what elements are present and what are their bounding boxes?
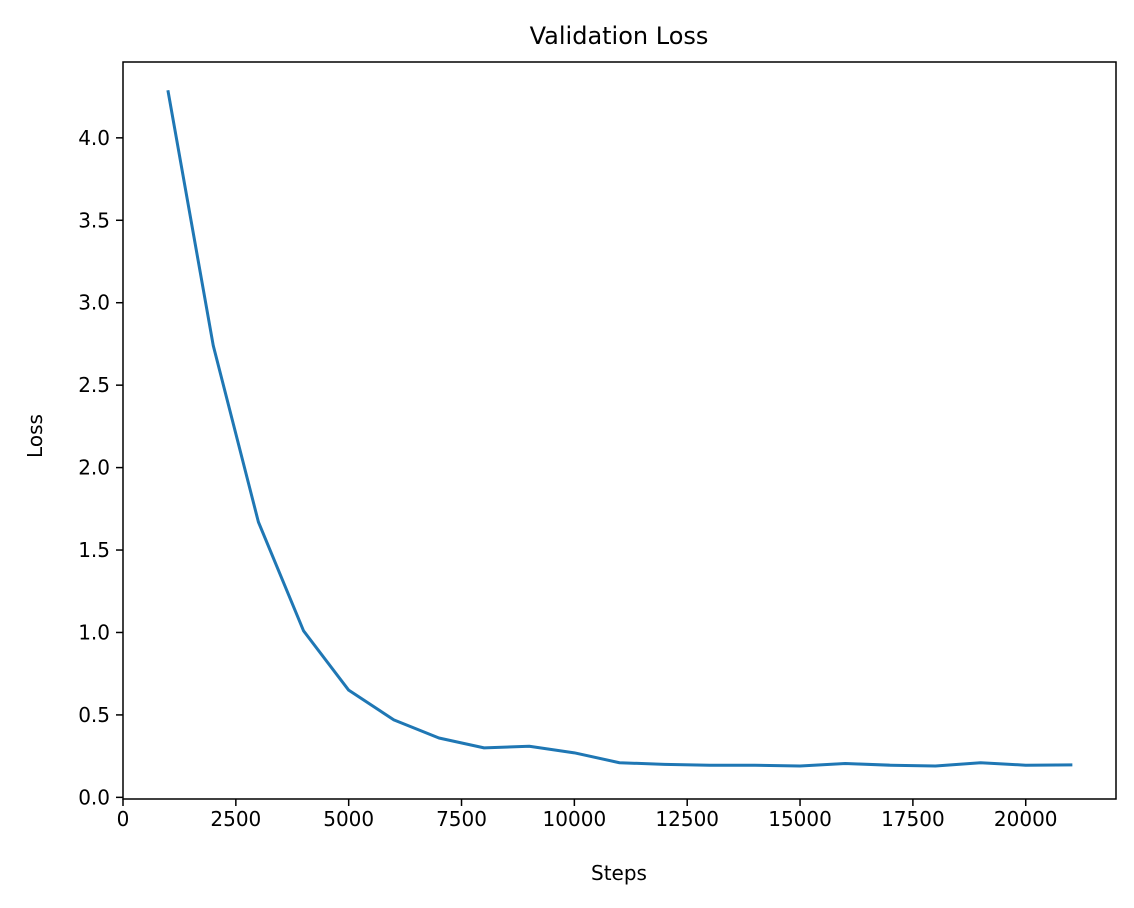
x-tick-label: 2500: [210, 807, 261, 831]
x-axis-label: Steps: [591, 861, 647, 885]
y-tick-label: 1.0: [78, 620, 110, 644]
x-tick-label: 12500: [655, 807, 719, 831]
x-tick-label: 17500: [881, 807, 945, 831]
x-tick-label: 20000: [994, 807, 1058, 831]
y-tick-label: 2.0: [78, 456, 110, 480]
x-tick-label: 0: [117, 807, 130, 831]
y-tick-label: 1.5: [78, 538, 110, 562]
y-tick-label: 0.5: [78, 703, 110, 727]
y-axis-label: Loss: [23, 414, 47, 458]
y-tick-label: 4.0: [78, 126, 110, 150]
validation-loss-line: [166, 89, 1073, 768]
series-layer: [166, 89, 1073, 768]
x-tick-label: 5000: [323, 807, 374, 831]
y-axis-ticks: 0.0 0.5 1.0 1.5 2.0 2.5 3.0 3.5 4.0: [78, 126, 123, 809]
y-tick-label: 2.5: [78, 373, 110, 397]
y-tick-label: 0.0: [78, 785, 110, 809]
x-tick-label: 7500: [436, 807, 487, 831]
x-tick-label: 15000: [768, 807, 832, 831]
y-tick-label: 3.5: [78, 208, 110, 232]
y-tick-label: 3.0: [78, 291, 110, 315]
x-axis-ticks: 0 2500 5000 7500 10000 12500 15000 17500 20000: [117, 799, 1058, 831]
x-tick-label: 10000: [543, 807, 607, 831]
plot-frame: [122, 61, 1117, 800]
chart-title: Validation Loss: [530, 22, 709, 50]
